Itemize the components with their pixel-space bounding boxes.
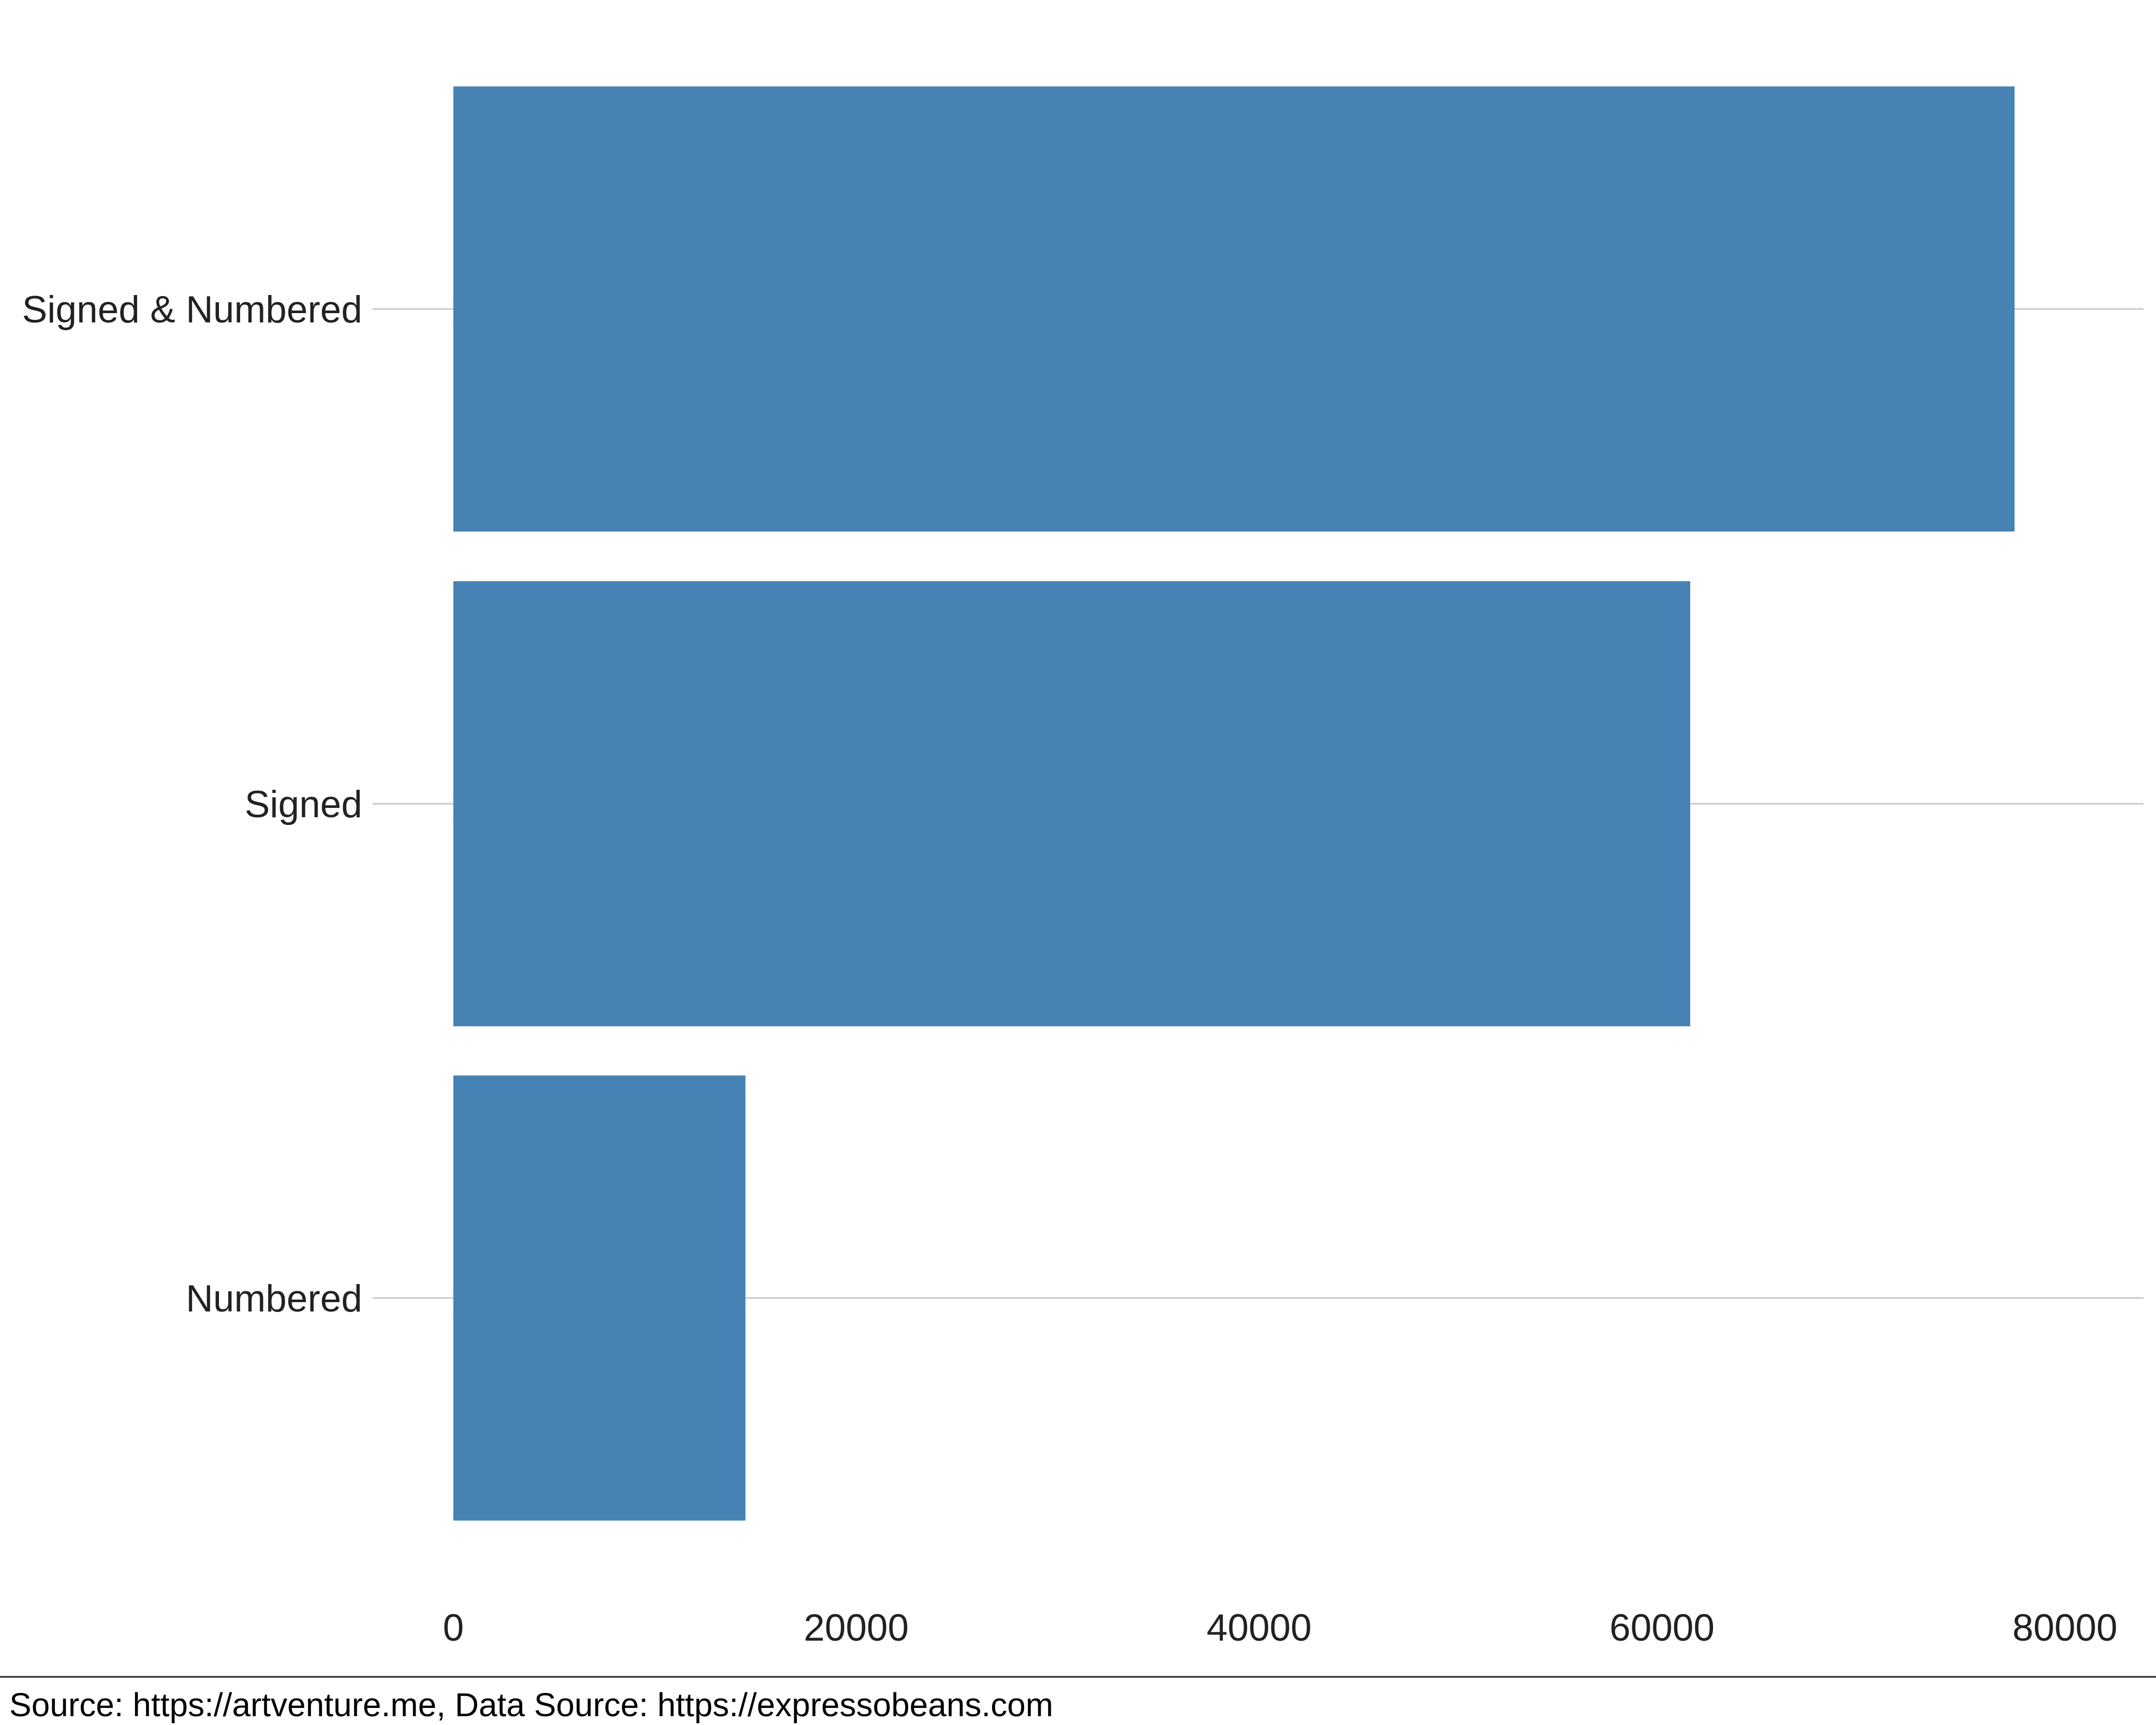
- x-tick-label-3: 60000: [1609, 1607, 1715, 1649]
- bar-2: [453, 1075, 746, 1521]
- category-label-2: Numbered: [186, 1278, 362, 1320]
- bar-1: [453, 581, 1690, 1026]
- bar-0: [453, 86, 2015, 532]
- x-tick-label-4: 80000: [2013, 1607, 2118, 1649]
- x-tick-label-2: 40000: [1207, 1607, 1312, 1649]
- source-caption: Source: https://artventure.me, Data Sour…: [9, 1686, 1053, 1723]
- bars: [453, 86, 2015, 1521]
- x-tick-labels: 0 20000 40000 60000 80000: [443, 1607, 2118, 1649]
- category-label-0: Signed & Numbered: [22, 289, 362, 331]
- category-label-1: Signed: [245, 784, 362, 825]
- x-tick-label-0: 0: [443, 1607, 464, 1649]
- x-tick-label-1: 20000: [804, 1607, 909, 1649]
- category-labels: Signed & Numbered Signed Numbered: [22, 289, 362, 1320]
